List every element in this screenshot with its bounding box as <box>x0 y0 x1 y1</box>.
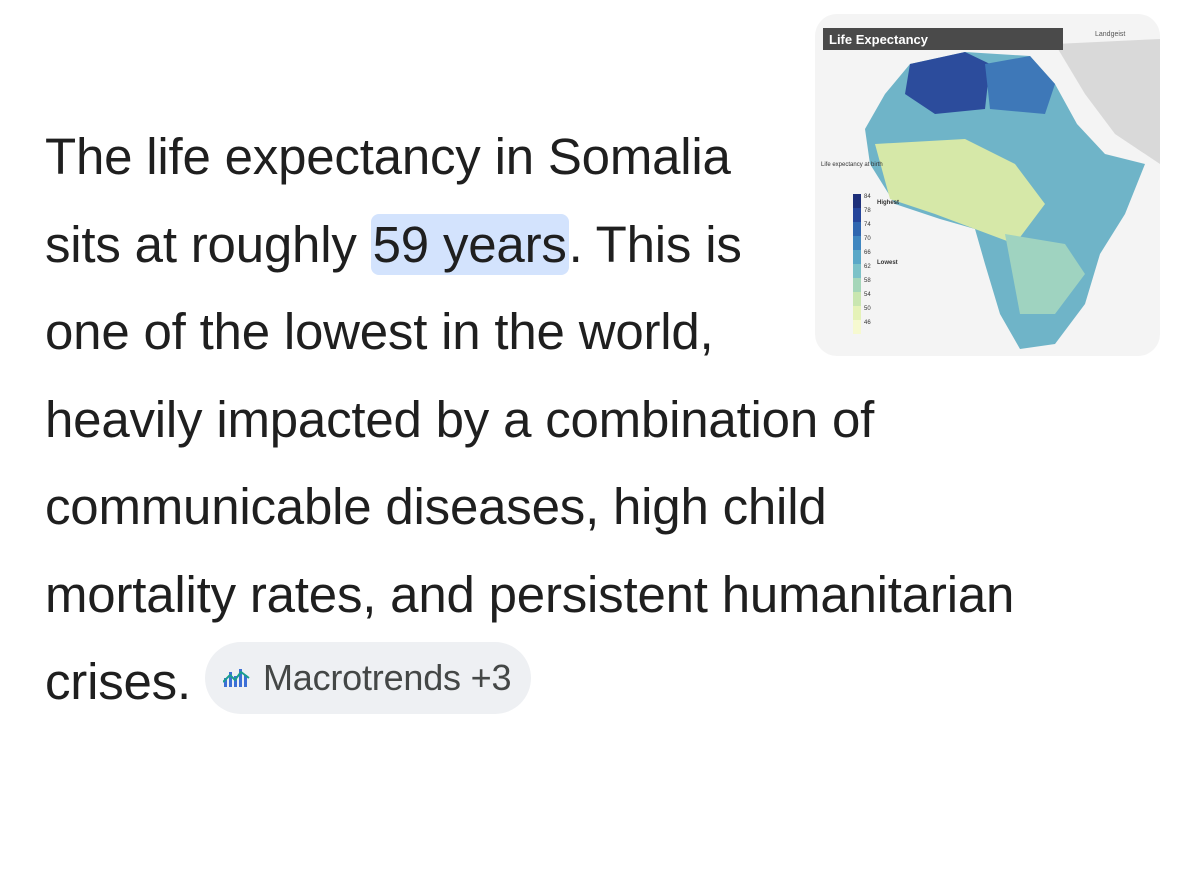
legend-label: 70 <box>864 236 871 242</box>
legend-swatch <box>853 292 861 306</box>
source-chip-label: Macrotrends +3 <box>262 656 512 698</box>
legend-swatch <box>853 278 861 292</box>
map-thumbnail[interactable]: Life Expectancy Landgeist Life expectanc… <box>815 14 1160 356</box>
legend-swatch <box>853 264 861 278</box>
legend-label: 58 <box>864 278 871 284</box>
map-northeast <box>985 56 1055 114</box>
legend-label: 66 <box>864 250 871 256</box>
legend-swatch <box>853 208 861 222</box>
source-icon <box>222 668 250 687</box>
answer-text-before: The life expectancy in Somalia sits at r… <box>45 128 731 273</box>
legend-label: 78 <box>864 208 871 214</box>
legend-label: 50 <box>864 306 871 312</box>
map-north <box>905 52 990 114</box>
legend-highest: Highest <box>877 200 899 206</box>
legend-label: 54 <box>864 292 871 298</box>
legend-label: 62 <box>864 264 871 270</box>
legend-swatch <box>853 306 861 320</box>
source-chip[interactable]: Macrotrends +3 <box>204 641 532 714</box>
legend-label: 84 <box>864 194 871 200</box>
legend-label: 46 <box>864 320 871 326</box>
map-credit: Landgeist <box>1095 31 1125 38</box>
legend-swatch <box>853 236 861 250</box>
map-south <box>1005 234 1085 314</box>
answer-text-after: . This is one of the lowest in the world… <box>45 215 1015 711</box>
legend-label: 74 <box>864 222 871 228</box>
answer-text: The life expectancy in Somalia sits at r… <box>45 113 1025 726</box>
legend-swatch <box>853 194 861 208</box>
legend-lowest: Lowest <box>877 260 898 266</box>
highlight[interactable]: 59 years <box>370 213 569 275</box>
map-title: Life Expectancy <box>829 32 929 47</box>
legend-swatch <box>853 250 861 264</box>
legend: 84 78 74 70 66 62 58 54 50 46 <box>853 194 871 334</box>
legend-swatch <box>853 222 861 236</box>
legend-swatch <box>853 320 861 334</box>
map-sahel <box>875 139 1045 244</box>
legend-title: Life expectancy at birth <box>821 162 883 168</box>
map-land-gray <box>1055 39 1160 164</box>
map-title-bar <box>823 28 1063 50</box>
